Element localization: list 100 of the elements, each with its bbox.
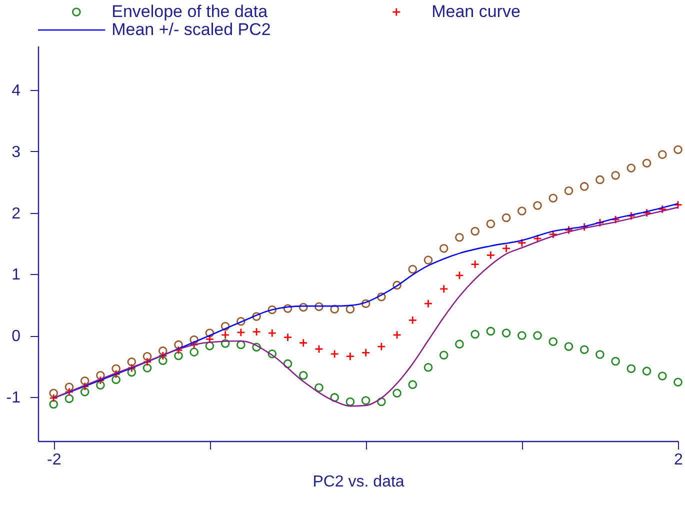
point <box>205 328 214 338</box>
point <box>408 380 418 389</box>
point <box>158 356 168 366</box>
point <box>346 397 355 406</box>
point <box>330 304 339 314</box>
point <box>611 356 620 366</box>
point <box>596 350 604 359</box>
point <box>674 200 682 210</box>
point <box>517 238 526 248</box>
x-axis-title: PC2 vs. data <box>312 474 404 490</box>
y-tick-label: 4 <box>12 82 21 100</box>
point <box>49 388 58 398</box>
point <box>674 378 682 387</box>
point <box>314 302 324 312</box>
point <box>517 206 526 216</box>
point <box>439 350 448 360</box>
point <box>642 158 652 168</box>
point <box>392 330 402 340</box>
point <box>439 244 448 253</box>
point <box>533 331 542 340</box>
point <box>314 344 324 354</box>
point <box>236 340 246 350</box>
point <box>548 230 558 239</box>
point <box>626 211 636 220</box>
point <box>174 351 183 360</box>
point <box>268 350 277 358</box>
point <box>205 334 214 344</box>
point <box>220 330 230 340</box>
point <box>424 299 433 308</box>
point <box>361 299 370 308</box>
point <box>268 328 277 338</box>
point <box>190 340 199 350</box>
point <box>236 328 246 337</box>
point <box>361 348 370 358</box>
x-tick-label: -2 <box>46 452 62 468</box>
point <box>580 345 589 354</box>
point <box>502 328 511 338</box>
y-tick-label: 0 <box>12 328 21 346</box>
point <box>564 342 574 351</box>
point <box>127 368 136 377</box>
point <box>674 145 682 154</box>
point <box>252 327 261 336</box>
point <box>298 338 308 348</box>
point <box>658 204 667 214</box>
y-tick-label: 1 <box>12 266 21 284</box>
point <box>470 260 480 269</box>
point <box>439 284 448 294</box>
point <box>377 397 386 406</box>
point <box>220 339 230 348</box>
point <box>658 150 667 159</box>
point <box>502 244 511 253</box>
point <box>330 393 339 402</box>
point <box>424 256 433 264</box>
point <box>142 364 152 372</box>
point <box>142 352 152 361</box>
point <box>80 376 90 386</box>
point <box>564 186 574 196</box>
point <box>252 312 261 321</box>
point <box>596 175 604 184</box>
point <box>626 164 636 172</box>
legend-label: Mean curve <box>432 2 520 21</box>
point <box>174 346 183 355</box>
legend-label: Envelope of the data <box>112 2 268 21</box>
point <box>64 382 74 392</box>
point <box>580 222 589 232</box>
y-tick-label: 2 <box>12 205 21 222</box>
point <box>49 394 58 402</box>
point <box>190 348 199 356</box>
point <box>377 342 386 351</box>
point <box>658 372 667 380</box>
point <box>112 375 120 384</box>
point <box>96 380 105 390</box>
point <box>564 226 574 234</box>
point <box>283 304 292 313</box>
point <box>158 351 168 360</box>
point <box>64 388 74 396</box>
y-tick-label: -1 <box>6 389 21 406</box>
point <box>174 340 183 350</box>
point <box>408 264 418 274</box>
point <box>314 383 324 392</box>
point <box>580 182 589 191</box>
legend-label: Mean +/- scaled PC2 <box>112 20 271 39</box>
point <box>611 215 620 224</box>
point <box>596 218 604 228</box>
point <box>548 337 558 346</box>
point <box>626 364 636 374</box>
point <box>49 400 58 409</box>
point <box>346 352 355 361</box>
point <box>611 171 620 180</box>
point <box>533 234 542 243</box>
point <box>298 302 308 312</box>
point <box>190 335 199 344</box>
point <box>377 292 386 302</box>
point <box>408 316 418 325</box>
point <box>642 208 652 218</box>
point <box>80 382 90 391</box>
point <box>205 342 214 350</box>
point <box>455 340 464 348</box>
point <box>64 394 74 404</box>
point <box>424 362 433 372</box>
